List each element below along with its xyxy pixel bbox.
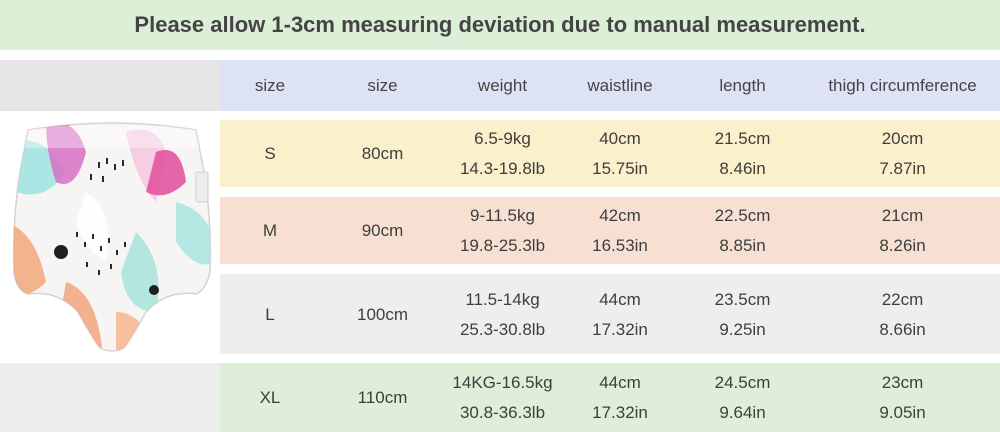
length-in: 8.85in: [719, 236, 766, 255]
height-value: 110cm: [357, 388, 408, 407]
thigh-in: 8.66in: [879, 319, 926, 339]
printed-training-pants-icon: [12, 122, 212, 352]
length-value: 24.5cm 9.64in: [680, 363, 805, 432]
thigh-in: 8.26in: [879, 236, 926, 255]
weight-kg: 14KG-16.5kg: [452, 373, 553, 392]
length-in: 9.25in: [719, 319, 766, 339]
waist-cm: 44cm: [599, 289, 641, 309]
length-cm: 22.5cm: [714, 206, 771, 225]
measurement-notice: Please allow 1-3cm measuring deviation d…: [0, 0, 1000, 50]
size-label: M: [262, 221, 278, 240]
waist-value: 44cm 17.32in: [560, 274, 680, 354]
waist-in: 17.32in: [592, 319, 648, 339]
thigh-value: 20cm 7.87in: [805, 120, 1000, 187]
header-thigh-circumference: thigh circumference: [828, 76, 977, 95]
table-row: S 80cm 6.5-9kg 14.3-19.8lb 40cm 15.75in …: [220, 120, 1000, 187]
product-panel: [0, 60, 220, 432]
thigh-value: 21cm 8.26in: [805, 197, 1000, 264]
thigh-value: 22cm 8.66in: [805, 274, 1000, 354]
table-header-row: size size weight waistline length thigh …: [220, 60, 1000, 111]
thigh-value: 23cm 9.05in: [805, 363, 1000, 432]
weight-lb: 25.3-30.8lb: [459, 319, 546, 339]
waist-in: 15.75in: [592, 159, 648, 178]
size-label: S: [264, 144, 276, 163]
header-size-height: size: [367, 76, 398, 95]
weight-value: 9-11.5kg 19.8-25.3lb: [445, 197, 560, 264]
waist-value: 42cm 16.53in: [560, 197, 680, 264]
left-header-block: [0, 60, 220, 111]
weight-lb: 14.3-19.8lb: [459, 159, 546, 178]
waist-cm: 40cm: [599, 129, 641, 148]
header-waistline: waistline: [587, 76, 653, 95]
thigh-cm: 21cm: [881, 206, 924, 225]
thigh-cm: 20cm: [881, 129, 924, 148]
weight-value: 11.5-14kg 25.3-30.8lb: [445, 274, 560, 354]
length-value: 23.5cm 9.25in: [680, 274, 805, 354]
length-cm: 24.5cm: [714, 373, 771, 392]
length-value: 22.5cm 8.85in: [680, 197, 805, 264]
header-length: length: [719, 76, 766, 95]
weight-lb: 30.8-36.3lb: [459, 403, 546, 422]
length-in: 9.64in: [719, 403, 766, 422]
length-cm: 23.5cm: [714, 289, 771, 309]
size-chart-table: size size weight waistline length thigh …: [220, 60, 1000, 432]
table-row: XL 110cm 14KG-16.5kg 30.8-36.3lb 44cm 17…: [220, 363, 1000, 432]
length-value: 21.5cm 8.46in: [680, 120, 805, 187]
thigh-cm: 22cm: [881, 289, 924, 309]
weight-kg: 11.5-14kg: [465, 289, 540, 309]
weight-kg: 6.5-9kg: [474, 129, 531, 148]
height-value: 80cm: [361, 144, 404, 163]
waist-value: 44cm 17.32in: [560, 363, 680, 432]
header-weight: weight: [477, 76, 528, 95]
weight-lb: 19.8-25.3lb: [459, 236, 546, 255]
waist-cm: 44cm: [599, 373, 641, 392]
thigh-in: 7.87in: [879, 159, 926, 178]
size-label: XL: [259, 388, 281, 407]
waist-cm: 42cm: [599, 206, 641, 225]
weight-kg: 9-11.5kg: [470, 206, 535, 225]
thigh-cm: 23cm: [881, 373, 924, 392]
size-label: L: [265, 304, 275, 324]
height-value: 90cm: [361, 221, 404, 240]
weight-value: 6.5-9kg 14.3-19.8lb: [445, 120, 560, 187]
table-row: M 90cm 9-11.5kg 19.8-25.3lb 42cm 16.53in…: [220, 197, 1000, 264]
waist-value: 40cm 15.75in: [560, 120, 680, 187]
length-cm: 21.5cm: [714, 129, 771, 148]
waist-in: 17.32in: [592, 403, 648, 422]
header-size: size: [254, 76, 286, 95]
weight-value: 14KG-16.5kg 30.8-36.3lb: [445, 363, 560, 432]
table-row: L 100cm 11.5-14kg 25.3-30.8lb 44cm 17.32…: [220, 274, 1000, 354]
length-in: 8.46in: [719, 159, 766, 178]
thigh-in: 9.05in: [879, 403, 926, 422]
height-value: 100cm: [356, 304, 409, 324]
left-footer-block: [0, 363, 220, 432]
waist-in: 16.53in: [592, 236, 648, 255]
